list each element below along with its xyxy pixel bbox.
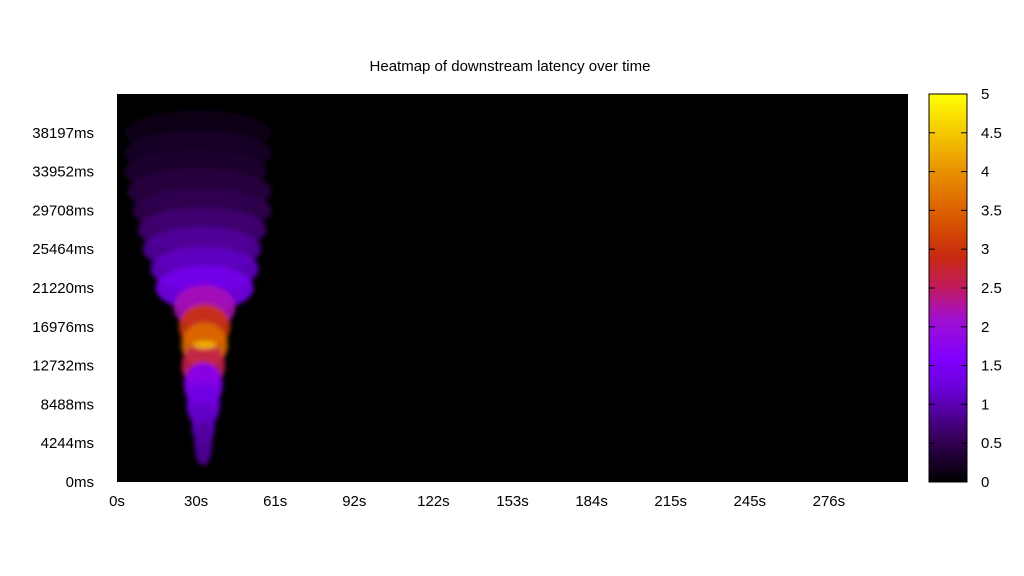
x-tick-label: 184s: [575, 493, 608, 510]
y-tick-label: 0ms: [66, 474, 94, 491]
colorbar-tick-label: 1: [981, 396, 989, 413]
colorbar-tick-label: 3: [981, 241, 989, 258]
x-tick-label: 215s: [654, 493, 687, 510]
y-tick-label: 4244ms: [41, 435, 94, 452]
chart-title: Heatmap of downstream latency over time: [370, 58, 651, 75]
colorbar-tick-label: 0: [981, 474, 989, 491]
x-tick-label: 92s: [342, 493, 366, 510]
heat-cell: [194, 420, 213, 466]
colorbar-tick-label: 0.5: [981, 435, 1002, 452]
x-tick-label: 30s: [184, 493, 208, 510]
x-tick-label: 276s: [813, 493, 846, 510]
x-tick-label: 0s: [109, 493, 125, 510]
y-tick-label: 38197ms: [32, 125, 94, 142]
colorbar-tick-label: 5: [981, 86, 989, 103]
colorbar-tick-label: 2: [981, 319, 989, 336]
x-axis: 0s 30s 61s 92s 122s 153s 184s 215s 245s 276s: [109, 493, 845, 510]
colorbar-axis: 0 0.5 1 1.5 2 2.5 3 3.5 4 4.5 5: [929, 86, 1002, 491]
y-tick-label: 16976ms: [32, 319, 94, 336]
heat-layer: [124, 110, 272, 466]
colorbar-tick-label: 2.5: [981, 280, 1002, 297]
x-tick-label: 61s: [263, 493, 287, 510]
y-axis: 0ms 4244ms 8488ms 12732ms 16976ms 21220ms 2546…: [32, 125, 94, 491]
y-tick-label: 25464ms: [32, 241, 94, 258]
x-tick-label: 153s: [496, 493, 529, 510]
y-tick-label: 29708ms: [32, 202, 94, 219]
y-tick-label: 8488ms: [41, 396, 94, 413]
x-tick-label: 245s: [734, 493, 767, 510]
colorbar-tick-label: 4: [981, 164, 989, 181]
y-tick-label: 12732ms: [32, 358, 94, 375]
y-tick-label: 21220ms: [32, 280, 94, 297]
colorbar-tick-label: 3.5: [981, 202, 1002, 219]
colorbar-tick-label: 1.5: [981, 358, 1002, 375]
colorbar-tick-label: 4.5: [981, 125, 1002, 142]
y-tick-label: 33952ms: [32, 164, 94, 181]
heat-peak: [193, 340, 217, 349]
x-tick-label: 122s: [417, 493, 450, 510]
